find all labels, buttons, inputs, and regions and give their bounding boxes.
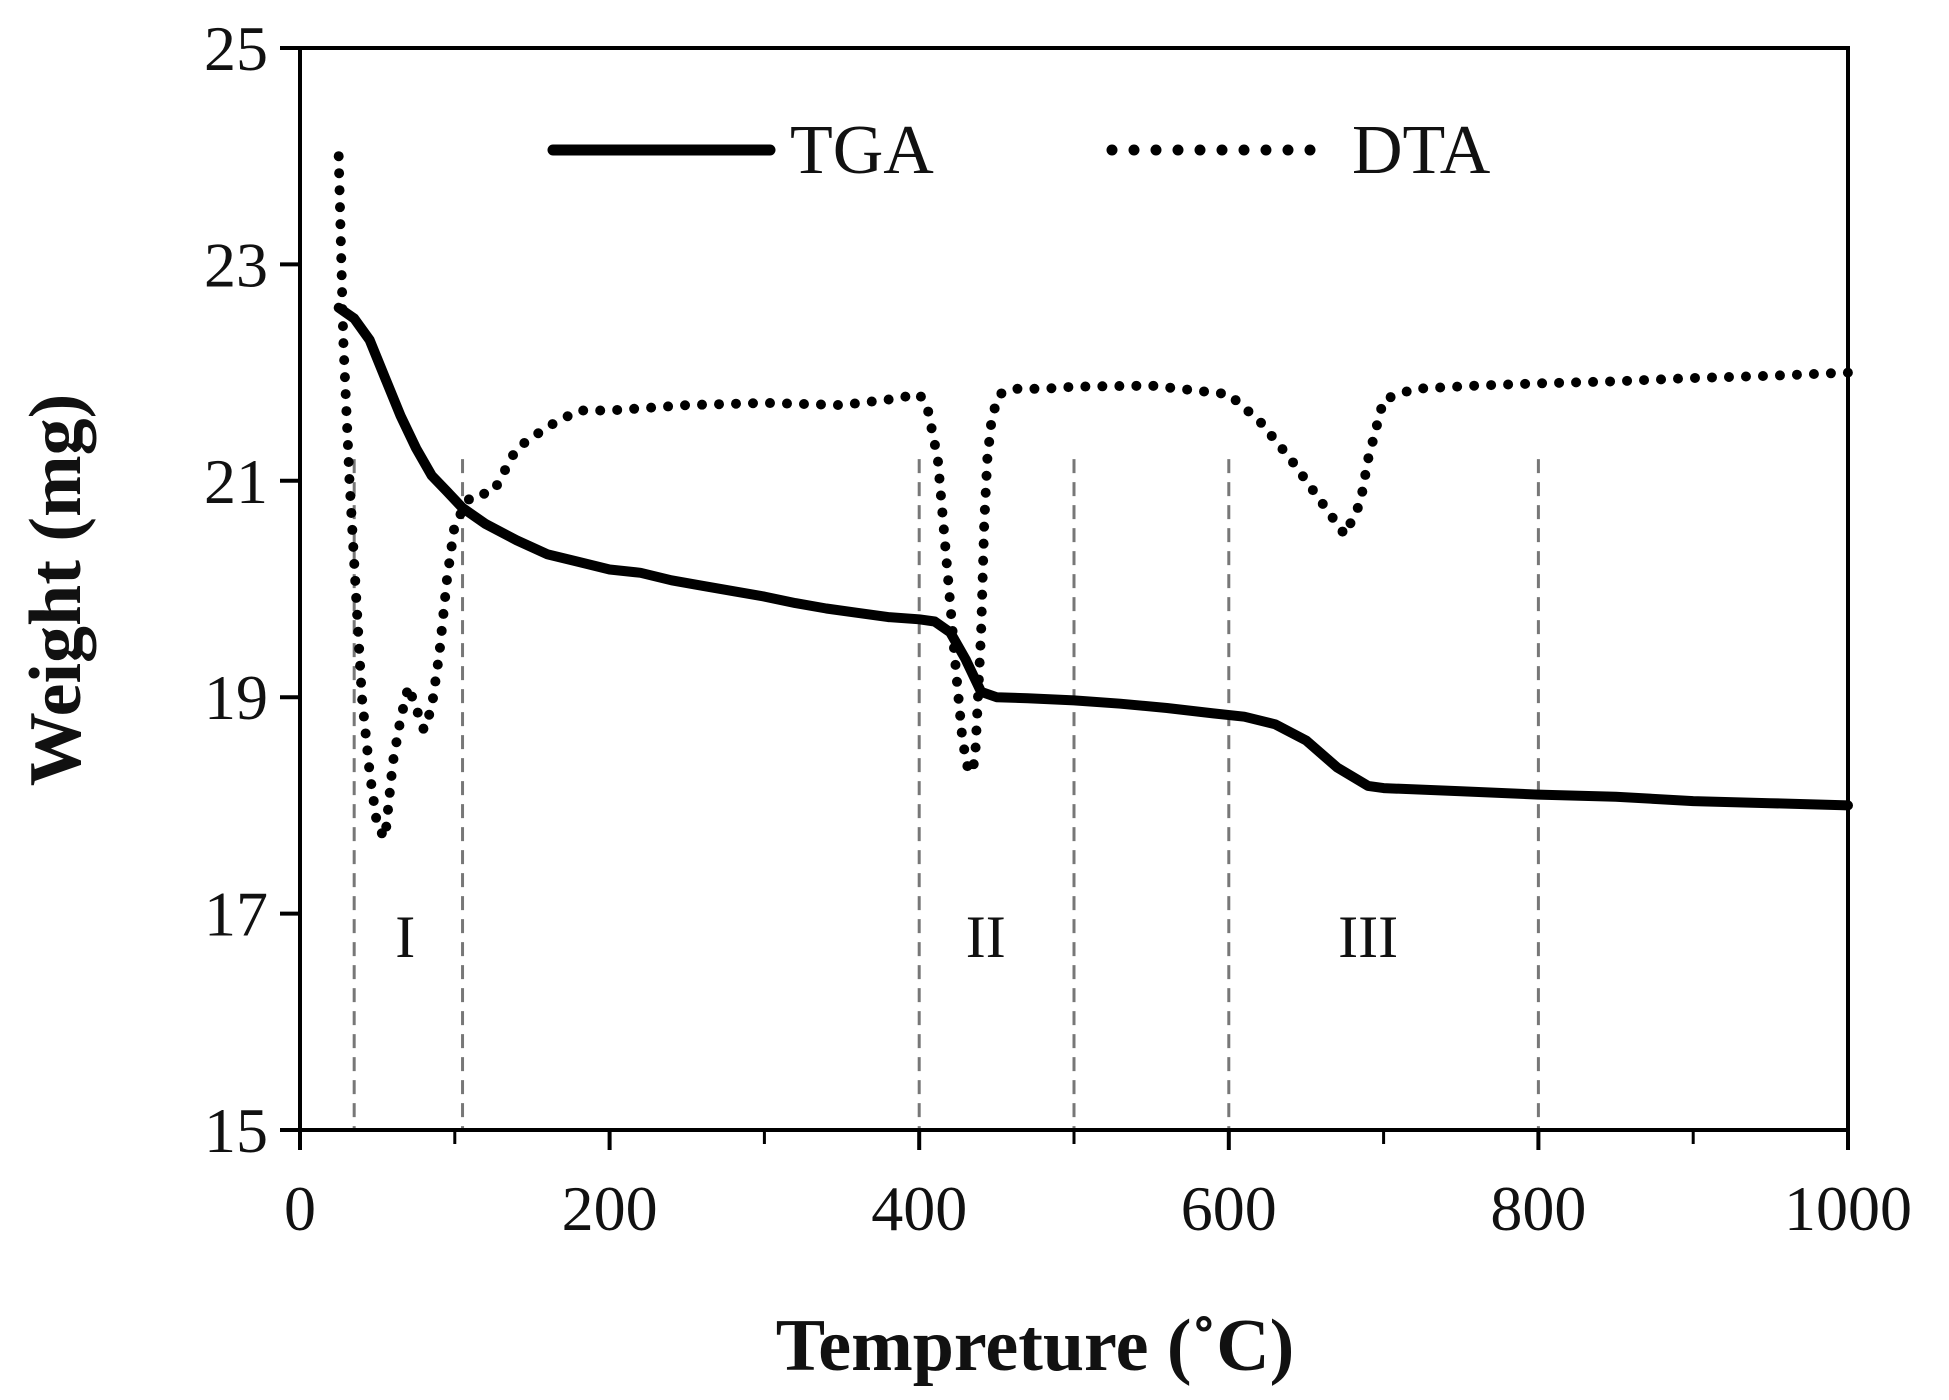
series-dta-line: [333, 151, 1853, 843]
region-label-3: III: [1338, 904, 1398, 970]
y-tick-label-17: 17: [204, 879, 268, 950]
series-tga-line: [333, 302, 1853, 811]
legend: TGA DTA: [547, 112, 1491, 189]
legend-dta-label: DTA: [1352, 112, 1491, 189]
y-tick-label-21: 21: [204, 446, 268, 517]
y-tick-label-19: 19: [204, 662, 268, 733]
x-tick-label-200: 200: [562, 1173, 658, 1244]
x-tick-label-0: 0: [284, 1173, 316, 1244]
x-tick-label-800: 800: [1490, 1173, 1586, 1244]
region-label-2: II: [966, 904, 1006, 970]
region-label-1: I: [395, 904, 415, 970]
x-tick-label-600: 600: [1181, 1173, 1277, 1244]
x-axis-title: Tempreture (˚C): [776, 1305, 1295, 1387]
series-layer: [333, 151, 1853, 843]
y-axis-title: Weight (mg): [15, 394, 97, 787]
y-tick-label-25: 25: [204, 13, 268, 84]
y-tick-label-23: 23: [204, 229, 268, 300]
ticks: 15 17 19 21 23 25 0 200 400 600 800 1000: [204, 13, 1912, 1244]
y-tick-label-15: 15: [204, 1095, 268, 1166]
region-labels: I II III: [395, 904, 1398, 970]
x-tick-label-1000: 1000: [1784, 1173, 1912, 1244]
x-tick-label-400: 400: [871, 1173, 967, 1244]
legend-tga-label: TGA: [790, 112, 934, 189]
